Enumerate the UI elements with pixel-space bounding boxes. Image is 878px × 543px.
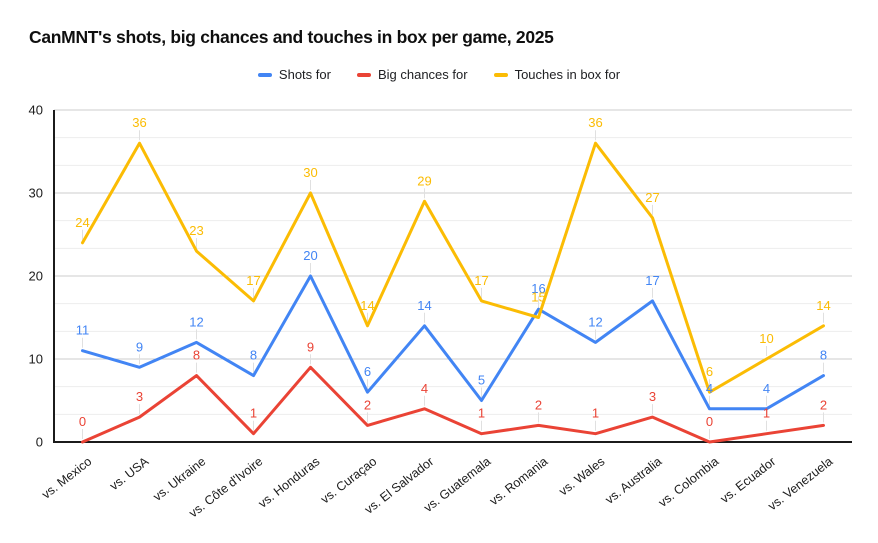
value-label-shots-for: 5 [478,373,485,388]
x-tick-label: vs. Colombia [656,454,722,510]
value-label-shots-for: 11 [76,323,90,338]
value-label-touches-in-box-for: 27 [645,190,659,205]
legend-swatch-shots-for [257,72,272,77]
value-label-shots-for: 17 [645,273,659,288]
value-label-touches-in-box-for: 15 [531,290,545,305]
legend-label: Big chances for [377,67,468,82]
chart-title: CanMNT's shots, big chances and touches … [29,27,554,47]
value-label-big-chances-for: 1 [250,406,257,421]
value-label-shots-for: 14 [417,298,431,313]
value-label-big-chances-for: 2 [535,397,542,412]
x-tick-label: vs. USA [107,454,152,493]
value-label-touches-in-box-for: 23 [189,223,203,238]
minor-gridlines [54,137,852,415]
series-line-touches-in-box-for [81,141,825,394]
value-label-big-chances-for: 3 [649,389,656,404]
series-line-big-chances-for [81,365,825,444]
legend-label: Touches in box for [514,67,621,82]
value-label-shots-for: 9 [136,339,143,354]
value-label-touches-in-box-for: 6 [706,364,713,379]
value-label-touches-in-box-for: 10 [759,331,773,346]
legend-swatch-touches-in-box-for [493,72,508,77]
value-label-big-chances-for: 0 [706,414,713,429]
value-label-shots-for: 8 [250,348,257,363]
legend-item-touches-in-box-for: Touches in box for [493,67,621,82]
value-label-big-chances-for: 2 [364,397,371,412]
value-label-big-chances-for: 9 [307,339,314,354]
legend-item-shots-for: Shots for [257,67,331,82]
value-label-touches-in-box-for: 36 [588,115,602,130]
x-tick-label: vs. Honduras [256,454,323,510]
value-label-big-chances-for: 0 [79,414,86,429]
value-label-shots-for: 12 [588,314,602,329]
value-label-touches-in-box-for: 14 [816,298,830,313]
value-label-big-chances-for: 1 [763,406,770,421]
major-gridlines [54,109,852,360]
value-label-touches-in-box-for: 36 [132,115,146,130]
y-tick-label: 0 [36,435,43,450]
value-label-touches-in-box-for: 17 [246,273,260,288]
value-label-big-chances-for: 1 [592,406,599,421]
x-tick-label: vs. Wales [556,454,607,498]
y-tick-label: 30 [29,186,43,201]
value-label-touches-in-box-for: 30 [303,165,317,180]
value-label-big-chances-for: 8 [193,348,200,363]
value-label-stems [82,130,824,439]
y-axis-labels: 0 10 20 30 40 [29,103,43,450]
legend-item-big-chances-for: Big chances for [356,67,468,82]
value-label-shots-for: 4 [706,381,713,396]
value-label-touches-in-box-for: 14 [360,298,374,313]
value-label-touches-in-box-for: 24 [75,215,89,230]
value-label-shots-for: 4 [763,381,770,396]
value-label-touches-in-box-for: 17 [474,273,488,288]
value-label-shots-for: 12 [189,314,203,329]
value-label-touches-in-box-for: 29 [417,173,431,188]
value-label-big-chances-for: 2 [820,397,827,412]
y-tick-label: 40 [29,103,43,118]
value-label-big-chances-for: 3 [136,389,143,404]
x-tick-label: vs. Mexico [39,454,94,501]
x-tick-label: vs. Ukraine [150,454,208,504]
y-tick-label: 10 [29,352,43,367]
value-label-big-chances-for: 1 [478,406,485,421]
value-label-shots-for: 6 [364,364,371,379]
legend-label: Shots for [278,67,331,82]
value-label-big-chances-for: 4 [421,381,428,396]
series-line-shots-for [81,274,825,411]
x-tick-label: vs. Romania [487,454,550,508]
chart-legend: Shots for Big chances for Touches in box f… [0,67,878,82]
series-lines [81,141,825,444]
value-label-shots-for: 20 [303,248,317,263]
y-tick-label: 20 [29,269,43,284]
value-label-shots-for: 8 [820,348,827,363]
value-label-shots-for: 16 [531,281,545,296]
legend-swatch-big-chances-for [356,72,371,77]
